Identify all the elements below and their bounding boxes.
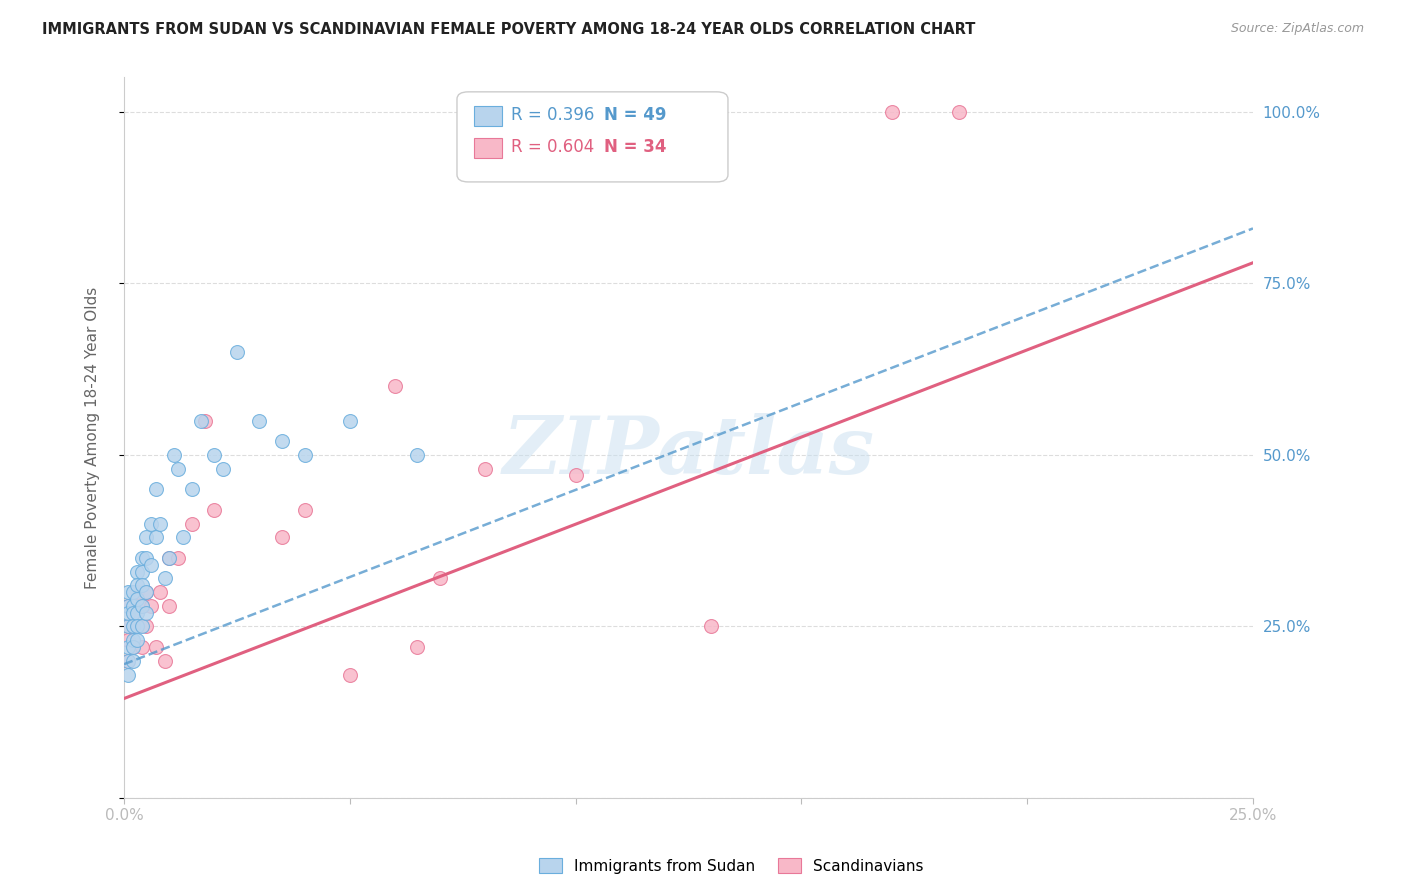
Point <box>122 633 145 648</box>
Point <box>117 599 139 613</box>
Point <box>190 414 212 428</box>
Point <box>948 104 970 119</box>
Point <box>139 558 162 572</box>
Point <box>429 571 451 585</box>
Point <box>700 619 723 633</box>
Point <box>122 654 145 668</box>
Point <box>122 599 145 613</box>
Point <box>135 606 157 620</box>
Point <box>127 633 149 648</box>
Point <box>127 606 149 620</box>
Y-axis label: Female Poverty Among 18-24 Year Olds: Female Poverty Among 18-24 Year Olds <box>86 286 100 589</box>
Point <box>117 585 139 599</box>
Point <box>149 585 172 599</box>
Point <box>167 550 190 565</box>
Point <box>212 461 235 475</box>
Point <box>157 550 180 565</box>
Point <box>180 516 202 531</box>
Point <box>135 550 157 565</box>
Point <box>145 530 167 544</box>
Point <box>153 571 176 585</box>
Point <box>131 599 153 613</box>
Point <box>131 640 153 654</box>
Point <box>117 606 139 620</box>
Point <box>247 414 270 428</box>
Point <box>117 654 139 668</box>
Point <box>145 482 167 496</box>
Point <box>122 640 145 654</box>
Point <box>162 448 184 462</box>
Point <box>117 654 139 668</box>
Text: N = 34: N = 34 <box>603 137 666 155</box>
Text: Source: ZipAtlas.com: Source: ZipAtlas.com <box>1230 22 1364 36</box>
Point <box>127 592 149 607</box>
Text: IMMIGRANTS FROM SUDAN VS SCANDINAVIAN FEMALE POVERTY AMONG 18-24 YEAR OLDS CORRE: IMMIGRANTS FROM SUDAN VS SCANDINAVIAN FE… <box>42 22 976 37</box>
Point <box>127 578 149 592</box>
Legend: Immigrants from Sudan, Scandinavians: Immigrants from Sudan, Scandinavians <box>533 852 929 880</box>
Point <box>194 414 217 428</box>
Point <box>127 565 149 579</box>
Point <box>294 503 316 517</box>
Point <box>406 640 429 654</box>
Point <box>122 619 145 633</box>
Point <box>339 414 361 428</box>
Point <box>131 619 153 633</box>
Point <box>157 550 180 565</box>
Point <box>149 516 172 531</box>
Point <box>122 640 145 654</box>
Point <box>117 667 139 681</box>
Point <box>127 585 149 599</box>
FancyBboxPatch shape <box>457 92 728 182</box>
Point <box>384 379 406 393</box>
Point <box>225 345 247 359</box>
Point <box>153 654 176 668</box>
Text: N = 49: N = 49 <box>603 106 666 124</box>
Bar <box>474 138 502 158</box>
Point <box>127 619 149 633</box>
Point <box>117 633 139 648</box>
Point <box>139 516 162 531</box>
Point <box>339 667 361 681</box>
Point <box>157 599 180 613</box>
Point <box>474 461 496 475</box>
Point <box>880 104 903 119</box>
Point <box>135 585 157 599</box>
Text: R = 0.396: R = 0.396 <box>512 106 595 124</box>
Point <box>117 619 139 633</box>
Point <box>202 448 225 462</box>
Text: R = 0.604: R = 0.604 <box>512 137 595 155</box>
Point <box>564 468 586 483</box>
Point <box>127 619 149 633</box>
Point <box>117 640 139 654</box>
Point <box>180 482 202 496</box>
Point <box>135 585 157 599</box>
Point <box>117 619 139 633</box>
Point <box>145 640 167 654</box>
Point <box>167 461 190 475</box>
Point <box>122 619 145 633</box>
Point <box>139 599 162 613</box>
Point <box>406 448 429 462</box>
Point <box>131 550 153 565</box>
Text: ZIPatlas: ZIPatlas <box>502 413 875 491</box>
Point <box>122 606 145 620</box>
Bar <box>474 106 502 127</box>
Point <box>271 434 294 449</box>
Point <box>294 448 316 462</box>
Point <box>117 599 139 613</box>
Point <box>131 599 153 613</box>
Point <box>131 578 153 592</box>
Point <box>135 619 157 633</box>
Point <box>135 530 157 544</box>
Point <box>122 585 145 599</box>
Point <box>131 565 153 579</box>
Point <box>172 530 194 544</box>
Point <box>122 606 145 620</box>
Point <box>271 530 294 544</box>
Point <box>202 503 225 517</box>
